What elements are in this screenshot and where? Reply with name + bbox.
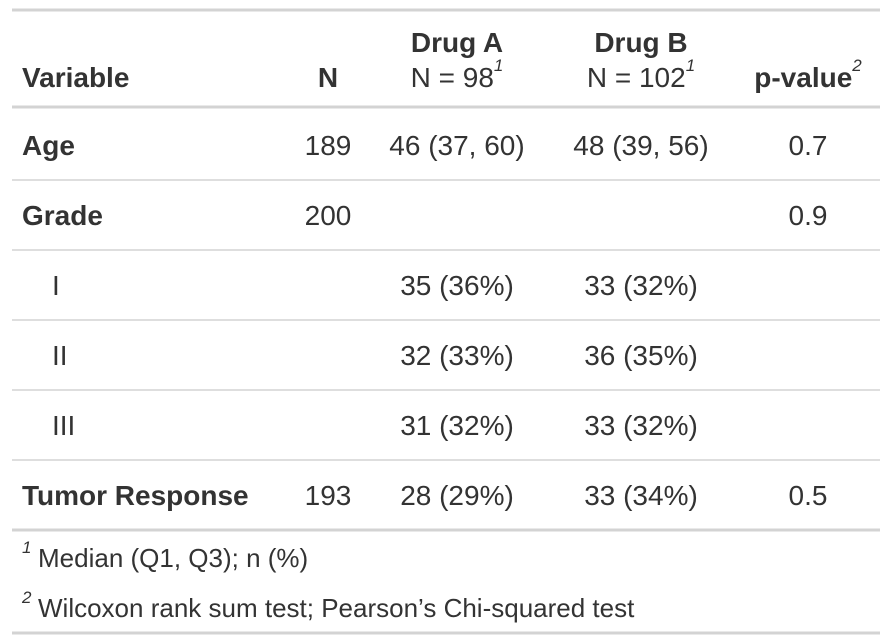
- footnote-mark: 1: [686, 56, 695, 75]
- cell: 46 (37, 60): [389, 130, 524, 161]
- footnote: Median (Q1, Q3); n (%): [38, 543, 308, 573]
- variable-label: Age: [22, 130, 75, 161]
- level-label: II: [52, 340, 68, 371]
- footnote-mark: 1: [494, 56, 503, 75]
- column-header: N: [318, 62, 338, 93]
- cell: 33 (32%): [584, 270, 698, 301]
- cell: 0.7: [789, 130, 828, 161]
- cell: 36 (35%): [584, 340, 698, 371]
- footnote-mark: 1: [22, 538, 31, 557]
- column-sublabel: N = 102: [587, 62, 686, 93]
- cell: 33 (32%): [584, 410, 698, 441]
- footnote-mark: 2: [851, 56, 862, 75]
- cell: 0.5: [789, 480, 828, 511]
- cell: 28 (29%): [400, 480, 514, 511]
- cell: 31 (32%): [400, 410, 514, 441]
- column-header: Drug B: [594, 27, 687, 58]
- cell: 35 (36%): [400, 270, 514, 301]
- level-label: III: [52, 410, 75, 441]
- column-label: Drug B: [594, 27, 687, 58]
- cell: 32 (33%): [400, 340, 514, 371]
- cell: 0.9: [789, 200, 828, 231]
- cell: 33 (34%): [584, 480, 698, 511]
- column-label: Variable: [22, 62, 129, 93]
- column-label: N: [318, 62, 338, 93]
- cell: 200: [305, 200, 352, 231]
- column-header: p-value2: [754, 56, 862, 93]
- cell: 193: [305, 480, 352, 511]
- cell: 189: [305, 130, 352, 161]
- column-subheader: N = 981: [411, 56, 504, 93]
- column-header: Variable: [22, 62, 129, 93]
- column-label: Drug A: [411, 27, 503, 58]
- variable-label: Grade: [22, 200, 103, 231]
- column-header: Drug A: [411, 27, 503, 58]
- cell: 48 (39, 56): [573, 130, 708, 161]
- column-subheader: N = 1021: [587, 56, 695, 93]
- footnote-mark: 2: [21, 588, 32, 607]
- column-label: p-value: [754, 62, 852, 93]
- level-label: I: [52, 270, 60, 301]
- column-sublabel: N = 98: [411, 62, 494, 93]
- variable-label: Tumor Response: [22, 480, 249, 511]
- footnote: Wilcoxon rank sum test; Pearson’s Chi-sq…: [38, 593, 635, 623]
